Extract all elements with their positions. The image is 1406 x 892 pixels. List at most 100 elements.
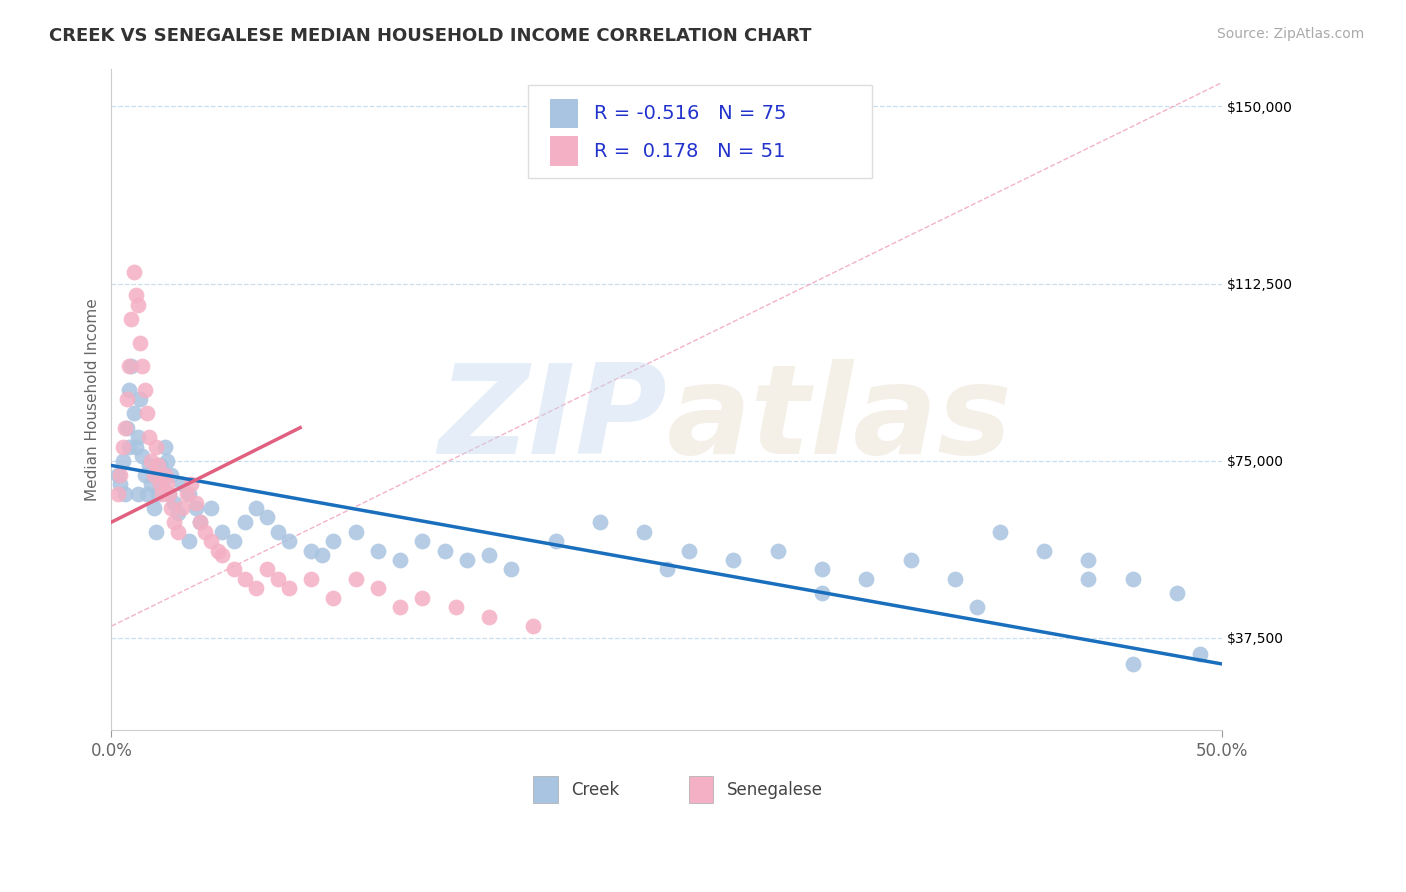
Point: [122, 407, 145, 421]
Text: atlas: atlas: [666, 359, 1012, 480]
Point: [1166, 586, 1188, 600]
Point: [211, 548, 233, 562]
Point: [157, 487, 180, 501]
Point: [411, 591, 433, 605]
Point: [127, 487, 149, 501]
Point: [721, 553, 744, 567]
Point: [162, 515, 184, 529]
Point: [180, 477, 202, 491]
Text: CREEK VS SENEGALESE MEDIAN HOUSEHOLD INCOME CORRELATION CHART: CREEK VS SENEGALESE MEDIAN HOUSEHOLD INC…: [49, 27, 811, 45]
Point: [153, 467, 176, 482]
Point: [344, 572, 367, 586]
Point: [811, 586, 834, 600]
Point: [120, 359, 142, 374]
Point: [1122, 657, 1144, 671]
Point: [344, 524, 367, 539]
Point: [114, 487, 136, 501]
Point: [811, 562, 834, 576]
Point: [142, 500, 165, 515]
Text: Source: ZipAtlas.com: Source: ZipAtlas.com: [1216, 27, 1364, 41]
Point: [134, 467, 156, 482]
Point: [114, 420, 136, 434]
Point: [389, 600, 412, 615]
Bar: [689, 776, 713, 803]
Point: [167, 524, 190, 539]
Point: [211, 524, 233, 539]
Point: [267, 524, 290, 539]
Point: [1122, 572, 1144, 586]
Point: [456, 553, 478, 567]
Point: [200, 500, 222, 515]
Point: [478, 548, 501, 562]
Point: [107, 467, 129, 482]
Point: [138, 430, 160, 444]
Point: [157, 487, 180, 501]
Point: [1077, 553, 1099, 567]
Point: [389, 553, 412, 567]
Point: [149, 458, 172, 473]
Point: [367, 582, 389, 596]
Point: [299, 543, 322, 558]
Point: [322, 591, 344, 605]
Bar: [533, 776, 558, 803]
Bar: [550, 136, 578, 166]
Text: Creek: Creek: [571, 780, 619, 798]
Point: [145, 524, 167, 539]
Point: [118, 440, 141, 454]
Point: [1188, 648, 1211, 662]
Point: [172, 477, 194, 491]
Point: [589, 515, 612, 529]
Point: [127, 430, 149, 444]
Point: [200, 534, 222, 549]
Point: [152, 487, 174, 501]
Text: R = -0.516   N = 75: R = -0.516 N = 75: [595, 104, 787, 123]
Point: [184, 496, 207, 510]
Point: [125, 440, 148, 454]
Point: [633, 524, 655, 539]
Point: [766, 543, 789, 558]
Point: [146, 458, 169, 473]
Point: [110, 477, 132, 491]
Point: [156, 454, 179, 468]
Point: [167, 506, 190, 520]
Point: [131, 449, 153, 463]
Point: [127, 298, 149, 312]
Point: [245, 582, 267, 596]
Point: [125, 288, 148, 302]
Point: [233, 515, 256, 529]
Bar: [550, 99, 578, 128]
Point: [188, 515, 211, 529]
Point: [160, 500, 183, 515]
Point: [153, 440, 176, 454]
Point: [900, 553, 922, 567]
Point: [115, 420, 138, 434]
Point: [141, 454, 163, 468]
Point: [256, 562, 278, 576]
Point: [966, 600, 988, 615]
Point: [943, 572, 966, 586]
Point: [179, 534, 201, 549]
Point: [256, 510, 278, 524]
Point: [118, 383, 141, 397]
Point: [655, 562, 678, 576]
Point: [444, 600, 467, 615]
Point: [311, 548, 333, 562]
Point: [988, 524, 1011, 539]
Point: [122, 265, 145, 279]
Point: [222, 562, 245, 576]
Point: [131, 359, 153, 374]
Point: [544, 534, 567, 549]
Point: [172, 500, 194, 515]
Point: [156, 477, 179, 491]
Point: [120, 312, 142, 326]
Point: [145, 467, 167, 482]
Point: [141, 477, 163, 491]
Point: [136, 407, 159, 421]
Point: [367, 543, 389, 558]
Point: [110, 467, 132, 482]
Point: [152, 477, 174, 491]
Point: [188, 515, 211, 529]
Point: [501, 562, 523, 576]
Point: [278, 534, 301, 549]
Point: [267, 572, 290, 586]
